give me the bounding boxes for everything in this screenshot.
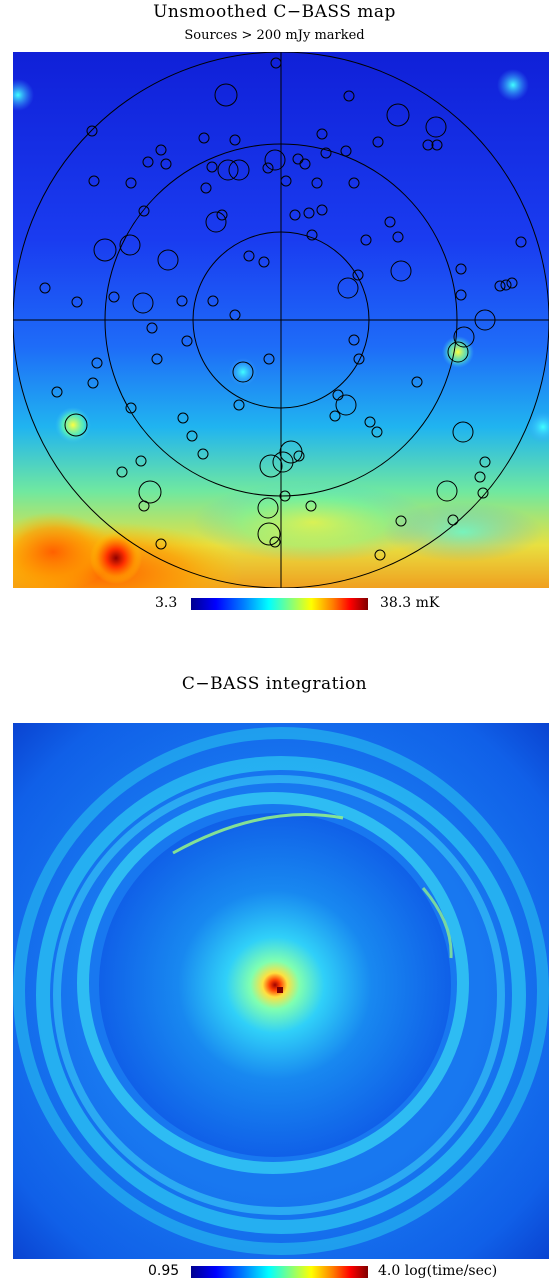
colorbar-min-label: 3.3 — [155, 595, 178, 611]
colorbar-min-label: 0.95 — [148, 1263, 180, 1279]
colorbar-max-label: 38.3 mK — [380, 595, 440, 611]
colorbar-gradient — [191, 1266, 368, 1278]
map-subtitle: Sources > 200 mJy marked — [184, 28, 365, 43]
integration-title: C−BASS integration — [181, 674, 368, 694]
integration-map-image — [13, 723, 549, 1259]
map-colorbar: 3.3 38.3 mK — [0, 594, 549, 614]
colorbar-max-label: 4.0 log(time/sec) — [378, 1263, 498, 1279]
unsmoothed-map-image — [13, 52, 549, 588]
map-title: Unsmoothed C−BASS map — [153, 2, 396, 22]
integration-colorbar: 0.95 4.0 log(time/sec) — [0, 1262, 549, 1282]
colorbar-gradient — [191, 598, 368, 610]
